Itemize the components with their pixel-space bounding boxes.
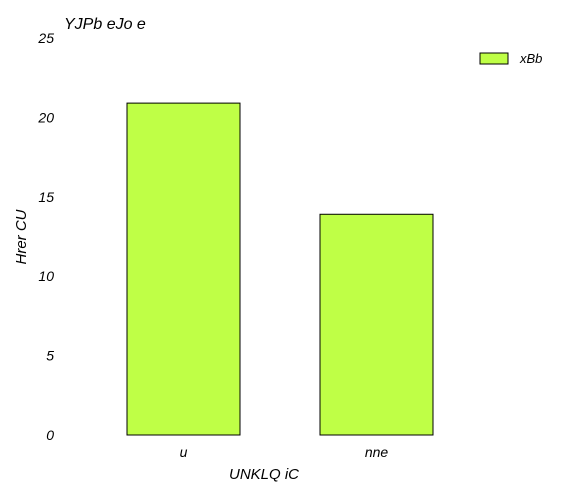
y-tick-label: 5 — [46, 348, 54, 364]
bar — [319, 213, 434, 436]
y-tick-label: 20 — [37, 109, 54, 125]
y-tick-label: 10 — [38, 268, 54, 284]
legend-label: xBb — [519, 51, 542, 66]
y-tick-label: 15 — [38, 189, 54, 205]
y-axis-ticks: 0 5 10 15 20 25 — [37, 30, 54, 443]
y-tick-label: 0 — [46, 427, 54, 443]
bars-group — [126, 102, 434, 436]
legend: xBb — [479, 51, 542, 66]
y-axis-label: Hrer CU — [13, 209, 30, 264]
bar — [126, 102, 241, 436]
legend-swatch — [479, 52, 509, 65]
x-axis-label: UNKLQ iC — [229, 466, 299, 483]
x-tick-label: u — [180, 444, 188, 460]
chart-title: YJPb eJo e — [64, 16, 146, 33]
y-tick-label: 25 — [37, 30, 54, 46]
x-tick-label: nne — [365, 444, 389, 460]
x-axis-ticks: u nne — [180, 444, 389, 460]
